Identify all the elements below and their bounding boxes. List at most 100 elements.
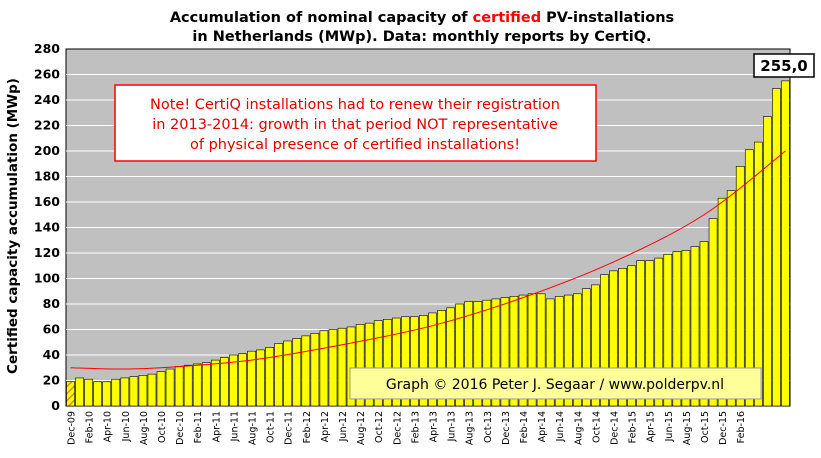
x-tick-label: Feb-14 [519,411,530,443]
note-line-3: of physical presence of certified instal… [190,137,520,153]
y-tick-label: 60 [43,322,61,337]
last-value-label: 255,0 [760,57,807,75]
x-tick-label: Feb-12 [302,411,313,443]
x-tick-label: Feb-10 [85,411,96,443]
x-tick-label: Oct-13 [483,411,494,443]
bar [201,362,211,407]
y-tick-label: 140 [34,220,60,235]
bar [346,326,356,407]
bar [563,294,573,407]
x-tick-label: Feb-15 [628,411,639,443]
x-tick-label: Oct-11 [266,411,277,443]
bar [220,357,229,407]
y-tick-label: 260 [34,67,60,82]
bar [582,288,591,407]
bar [636,260,646,407]
x-tick-labels: Dec-09 Feb-10 Apr-10 Jun-10 Aug-10 Oct-10 Dec-… [67,411,748,445]
bar [238,353,247,407]
x-tick-label: Dec-11 [284,411,295,445]
bar [147,373,157,407]
x-tick-label: Dec-13 [501,411,512,445]
bar [373,320,383,407]
bar [183,364,193,407]
bar [102,381,112,407]
note-line-2: in 2013-2014: growth in that period NOT … [152,117,558,133]
y-tick-label: 80 [43,296,61,311]
bar [781,80,790,407]
bar [708,218,718,407]
bar [274,343,283,407]
bar [572,293,582,407]
x-tick-label: Aug-13 [465,411,476,445]
bar [156,371,166,407]
credit-text: Graph © 2016 Peter J. Segaar / www.polde… [386,377,724,393]
x-tick-label: Apr-13 [429,411,440,442]
x-tick-label: Jun-11 [229,411,240,442]
bar [256,349,265,407]
bar [138,375,148,407]
bar [509,296,519,407]
y-tick-label: 0 [51,398,60,413]
bar [500,297,510,407]
last-value-box [753,53,815,78]
x-tick-label: Aug-10 [139,411,150,445]
x-tick-label: Aug-11 [248,411,259,445]
bar [66,381,75,407]
bar [763,116,772,407]
x-tick-label: Dec-10 [175,411,186,445]
bar [527,293,537,407]
y-tick-label: 200 [34,143,60,158]
bar [437,310,446,407]
bar [482,299,492,407]
bar [75,377,84,407]
bar [772,88,781,407]
bar [654,257,664,407]
bar [283,340,293,407]
x-tick-label: Apr-10 [103,411,114,442]
x-tick-label: Aug-12 [356,411,367,445]
title-part-certified: certified [473,10,541,26]
bar [355,324,365,407]
y-tick-label: 40 [43,347,61,362]
bar [690,246,700,407]
bar [672,251,682,407]
bar [726,190,736,407]
bar [455,303,464,407]
y-tick-label: 20 [43,373,61,388]
x-tick-label: Apr-15 [646,411,657,442]
bar [391,317,401,407]
bar [84,378,93,407]
bar [681,250,691,407]
x-tick-label: Jun-10 [121,411,132,442]
bar [609,270,618,407]
x-tick-label: Feb-13 [410,411,421,443]
x-tick-label: Jun-12 [338,411,349,442]
x-tick-label: Oct-14 [591,411,602,443]
trend-line [70,150,786,370]
bar [753,141,763,407]
x-tick-label: Apr-12 [320,411,331,442]
bar [174,366,184,407]
bar [419,315,428,407]
x-tick-label: Oct-12 [374,411,385,443]
x-tick-label: Jun-14 [555,411,566,442]
bar [401,316,410,407]
bar [364,322,374,407]
y-tick-label: 120 [34,245,60,260]
bar [717,197,727,407]
x-tick-label: Apr-11 [211,411,222,442]
bar [301,335,311,407]
bar [446,307,455,407]
bar [627,265,636,407]
bar [699,241,709,407]
x-tick-label: Feb-16 [736,411,747,443]
bar [518,294,528,407]
x-tick-label: Oct-10 [157,411,168,443]
chart-title-line2: in Netherlands (MWp). Data: monthly repo… [192,29,651,45]
bar [265,347,274,407]
bar [428,312,437,407]
bar [93,381,103,407]
bar [618,267,627,407]
y-tick-label: 220 [34,118,60,133]
